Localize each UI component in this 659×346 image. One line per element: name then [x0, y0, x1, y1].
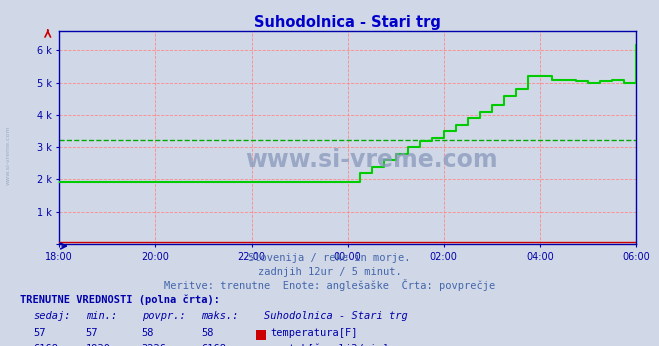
Text: Suhodolnica - Stari trg: Suhodolnica - Stari trg — [264, 311, 407, 321]
Text: 1930: 1930 — [86, 344, 111, 346]
Text: zadnjih 12ur / 5 minut.: zadnjih 12ur / 5 minut. — [258, 267, 401, 277]
Text: 57: 57 — [33, 328, 45, 338]
Text: 57: 57 — [86, 328, 98, 338]
Text: povpr.:: povpr.: — [142, 311, 185, 321]
Text: Meritve: trenutne  Enote: anglešaške  Črta: povprečje: Meritve: trenutne Enote: anglešaške Črta… — [164, 279, 495, 291]
Text: min.:: min.: — [86, 311, 117, 321]
Text: pretok[čevelj3/min]: pretok[čevelj3/min] — [270, 343, 389, 346]
Text: TRENUTNE VREDNOSTI (polna črta):: TRENUTNE VREDNOSTI (polna črta): — [20, 294, 219, 305]
Title: Suhodolnica - Stari trg: Suhodolnica - Stari trg — [254, 15, 441, 30]
Text: 6168: 6168 — [33, 344, 58, 346]
Text: Slovenija / reke in morje.: Slovenija / reke in morje. — [248, 253, 411, 263]
Text: sedaj:: sedaj: — [33, 311, 71, 321]
Text: maks.:: maks.: — [201, 311, 239, 321]
Text: 6168: 6168 — [201, 344, 226, 346]
Text: temperatura[F]: temperatura[F] — [270, 328, 358, 338]
Text: 3226: 3226 — [142, 344, 167, 346]
Text: 58: 58 — [142, 328, 154, 338]
Text: www.si-vreme.com: www.si-vreme.com — [5, 126, 11, 185]
Text: www.si-vreme.com: www.si-vreme.com — [245, 148, 498, 172]
Text: 58: 58 — [201, 328, 214, 338]
